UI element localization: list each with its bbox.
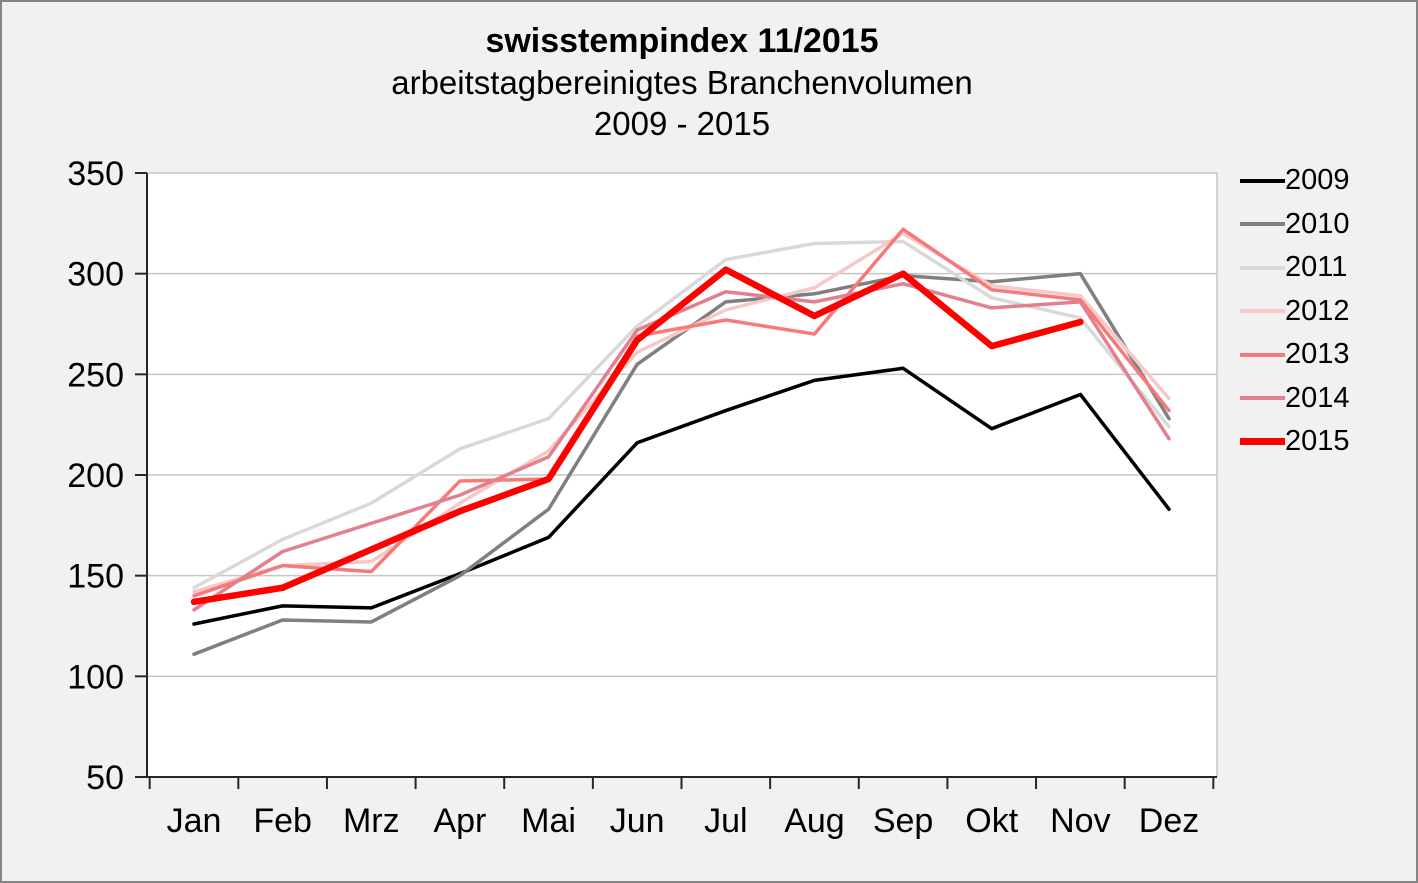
y-tick-label: 100 bbox=[67, 658, 124, 696]
legend-label: 2013 bbox=[1285, 338, 1350, 371]
y-tick-label: 50 bbox=[86, 759, 124, 797]
y-tick-label: 200 bbox=[67, 457, 124, 495]
legend-item-2009: 2009 bbox=[1240, 159, 1410, 203]
x-tick-label: Mrz bbox=[343, 802, 400, 840]
legend-line-sample bbox=[1240, 438, 1285, 446]
series-line-2011 bbox=[192, 239, 1171, 590]
x-tick-label: Apr bbox=[433, 802, 486, 840]
legend-line-sample bbox=[1240, 309, 1285, 314]
y-tick-label: 150 bbox=[67, 558, 124, 596]
legend-line-sample bbox=[1240, 265, 1285, 270]
legend-label: 2009 bbox=[1285, 164, 1350, 197]
x-tick-label: Aug bbox=[784, 802, 845, 840]
chart-legend: 2009 2010 2011 2012 2013 2014 2015 bbox=[1240, 159, 1410, 464]
series-line-2009 bbox=[192, 366, 1171, 626]
series-line-2015 bbox=[190, 266, 1084, 606]
series-line-2010 bbox=[192, 271, 1171, 656]
legend-item-2014: 2014 bbox=[1240, 377, 1410, 421]
x-tick-label: Jan bbox=[167, 802, 222, 840]
legend-line-sample bbox=[1240, 222, 1285, 227]
x-tick-label: Dez bbox=[1139, 802, 1199, 840]
legend-item-2012: 2012 bbox=[1240, 290, 1410, 334]
series-line-2014 bbox=[192, 281, 1171, 612]
legend-item-2010: 2010 bbox=[1240, 203, 1410, 247]
legend-label: 2015 bbox=[1285, 425, 1350, 458]
legend-item-2013: 2013 bbox=[1240, 333, 1410, 377]
chart-title-block: swisstempindex 11/2015 arbeitstagbereini… bbox=[147, 20, 1217, 144]
legend-line-sample bbox=[1240, 396, 1285, 401]
x-tick-label: Nov bbox=[1050, 802, 1110, 840]
x-tick-label: Sep bbox=[873, 802, 934, 840]
chart-subtitle: arbeitstagbereinigtes Branchenvolumen bbox=[391, 64, 973, 101]
legend-item-2015: 2015 bbox=[1240, 420, 1410, 464]
y-tick-label: 350 bbox=[67, 155, 124, 193]
legend-item-2011: 2011 bbox=[1240, 246, 1410, 290]
x-tick-label: Jul bbox=[704, 802, 747, 840]
x-tick-label: Okt bbox=[965, 802, 1018, 840]
chart-subtitle-years: 2009 - 2015 bbox=[593, 105, 771, 142]
series-line-2013 bbox=[192, 227, 1171, 598]
legend-label: 2012 bbox=[1285, 294, 1350, 327]
legend-label: 2010 bbox=[1285, 207, 1350, 240]
legend-label: 2011 bbox=[1285, 251, 1348, 284]
x-tick-label: Jun bbox=[610, 802, 665, 840]
chart-title: swisstempindex 11/2015 bbox=[485, 22, 879, 60]
legend-line-sample bbox=[1240, 352, 1285, 357]
x-tick-label: Mai bbox=[521, 802, 576, 840]
x-tick-label: Feb bbox=[253, 802, 312, 840]
legend-line-sample bbox=[1240, 178, 1285, 183]
series-line-2012 bbox=[192, 231, 1171, 594]
y-tick-label: 300 bbox=[67, 256, 124, 294]
legend-label: 2014 bbox=[1285, 381, 1350, 414]
y-tick-label: 250 bbox=[67, 356, 124, 394]
